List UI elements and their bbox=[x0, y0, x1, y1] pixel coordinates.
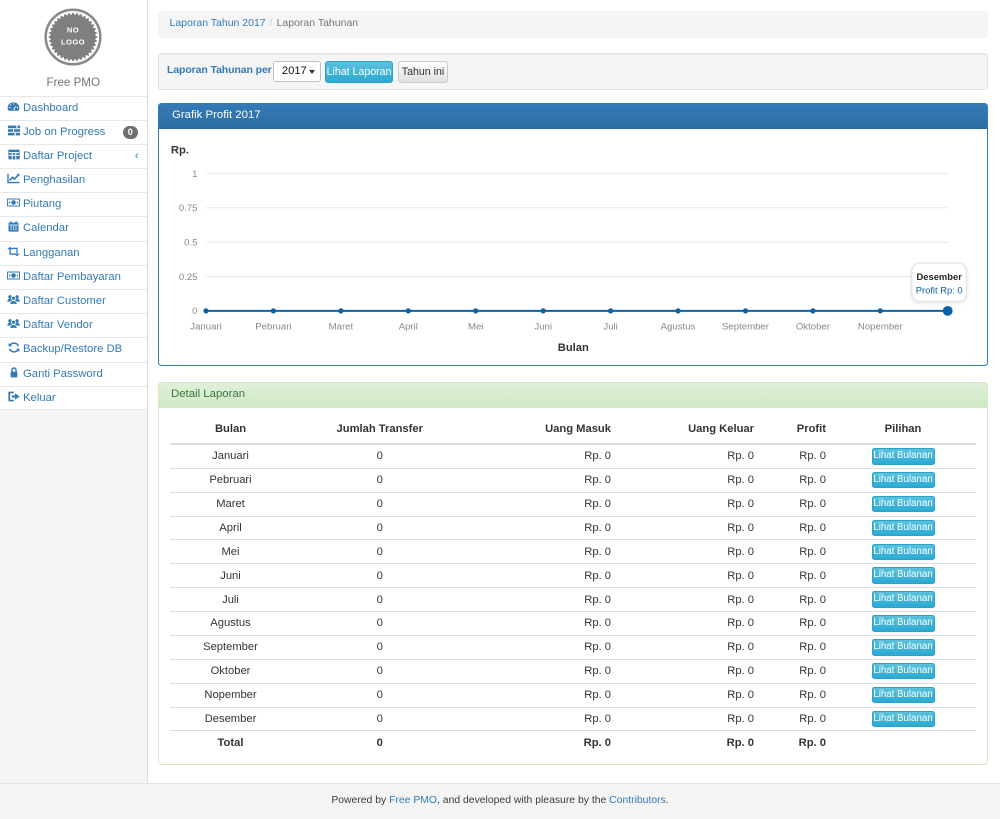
svg-text:0.5: 0.5 bbox=[184, 238, 197, 249]
svg-text:April: April bbox=[398, 321, 417, 332]
svg-text:Juli: Juli bbox=[603, 321, 617, 332]
svg-text:Desember: Desember bbox=[916, 271, 962, 282]
svg-text:Januari: Januari bbox=[190, 321, 221, 332]
svg-text:LOGO: LOGO bbox=[61, 37, 85, 46]
svg-text:Rp.: Rp. bbox=[170, 145, 188, 157]
svg-text:Agustus: Agustus bbox=[660, 321, 695, 332]
svg-text:0.75: 0.75 bbox=[178, 203, 197, 214]
svg-text:Mei: Mei bbox=[467, 321, 482, 332]
svg-text:Pebruari: Pebruari bbox=[255, 321, 291, 332]
svg-text:0.25: 0.25 bbox=[178, 272, 197, 283]
svg-text:Bulan: Bulan bbox=[557, 342, 588, 354]
svg-text:NO: NO bbox=[67, 26, 79, 35]
svg-text:0: 0 bbox=[192, 306, 197, 317]
svg-text:Nopember: Nopember bbox=[857, 321, 903, 332]
svg-text:Oktober: Oktober bbox=[795, 321, 830, 332]
svg-text:1: 1 bbox=[192, 169, 197, 180]
svg-text:September: September bbox=[722, 321, 770, 332]
svg-text:Maret: Maret bbox=[328, 321, 353, 332]
svg-text:Juni: Juni bbox=[534, 321, 552, 332]
svg-text:Profit Rp: 0: Profit Rp: 0 bbox=[915, 284, 962, 295]
